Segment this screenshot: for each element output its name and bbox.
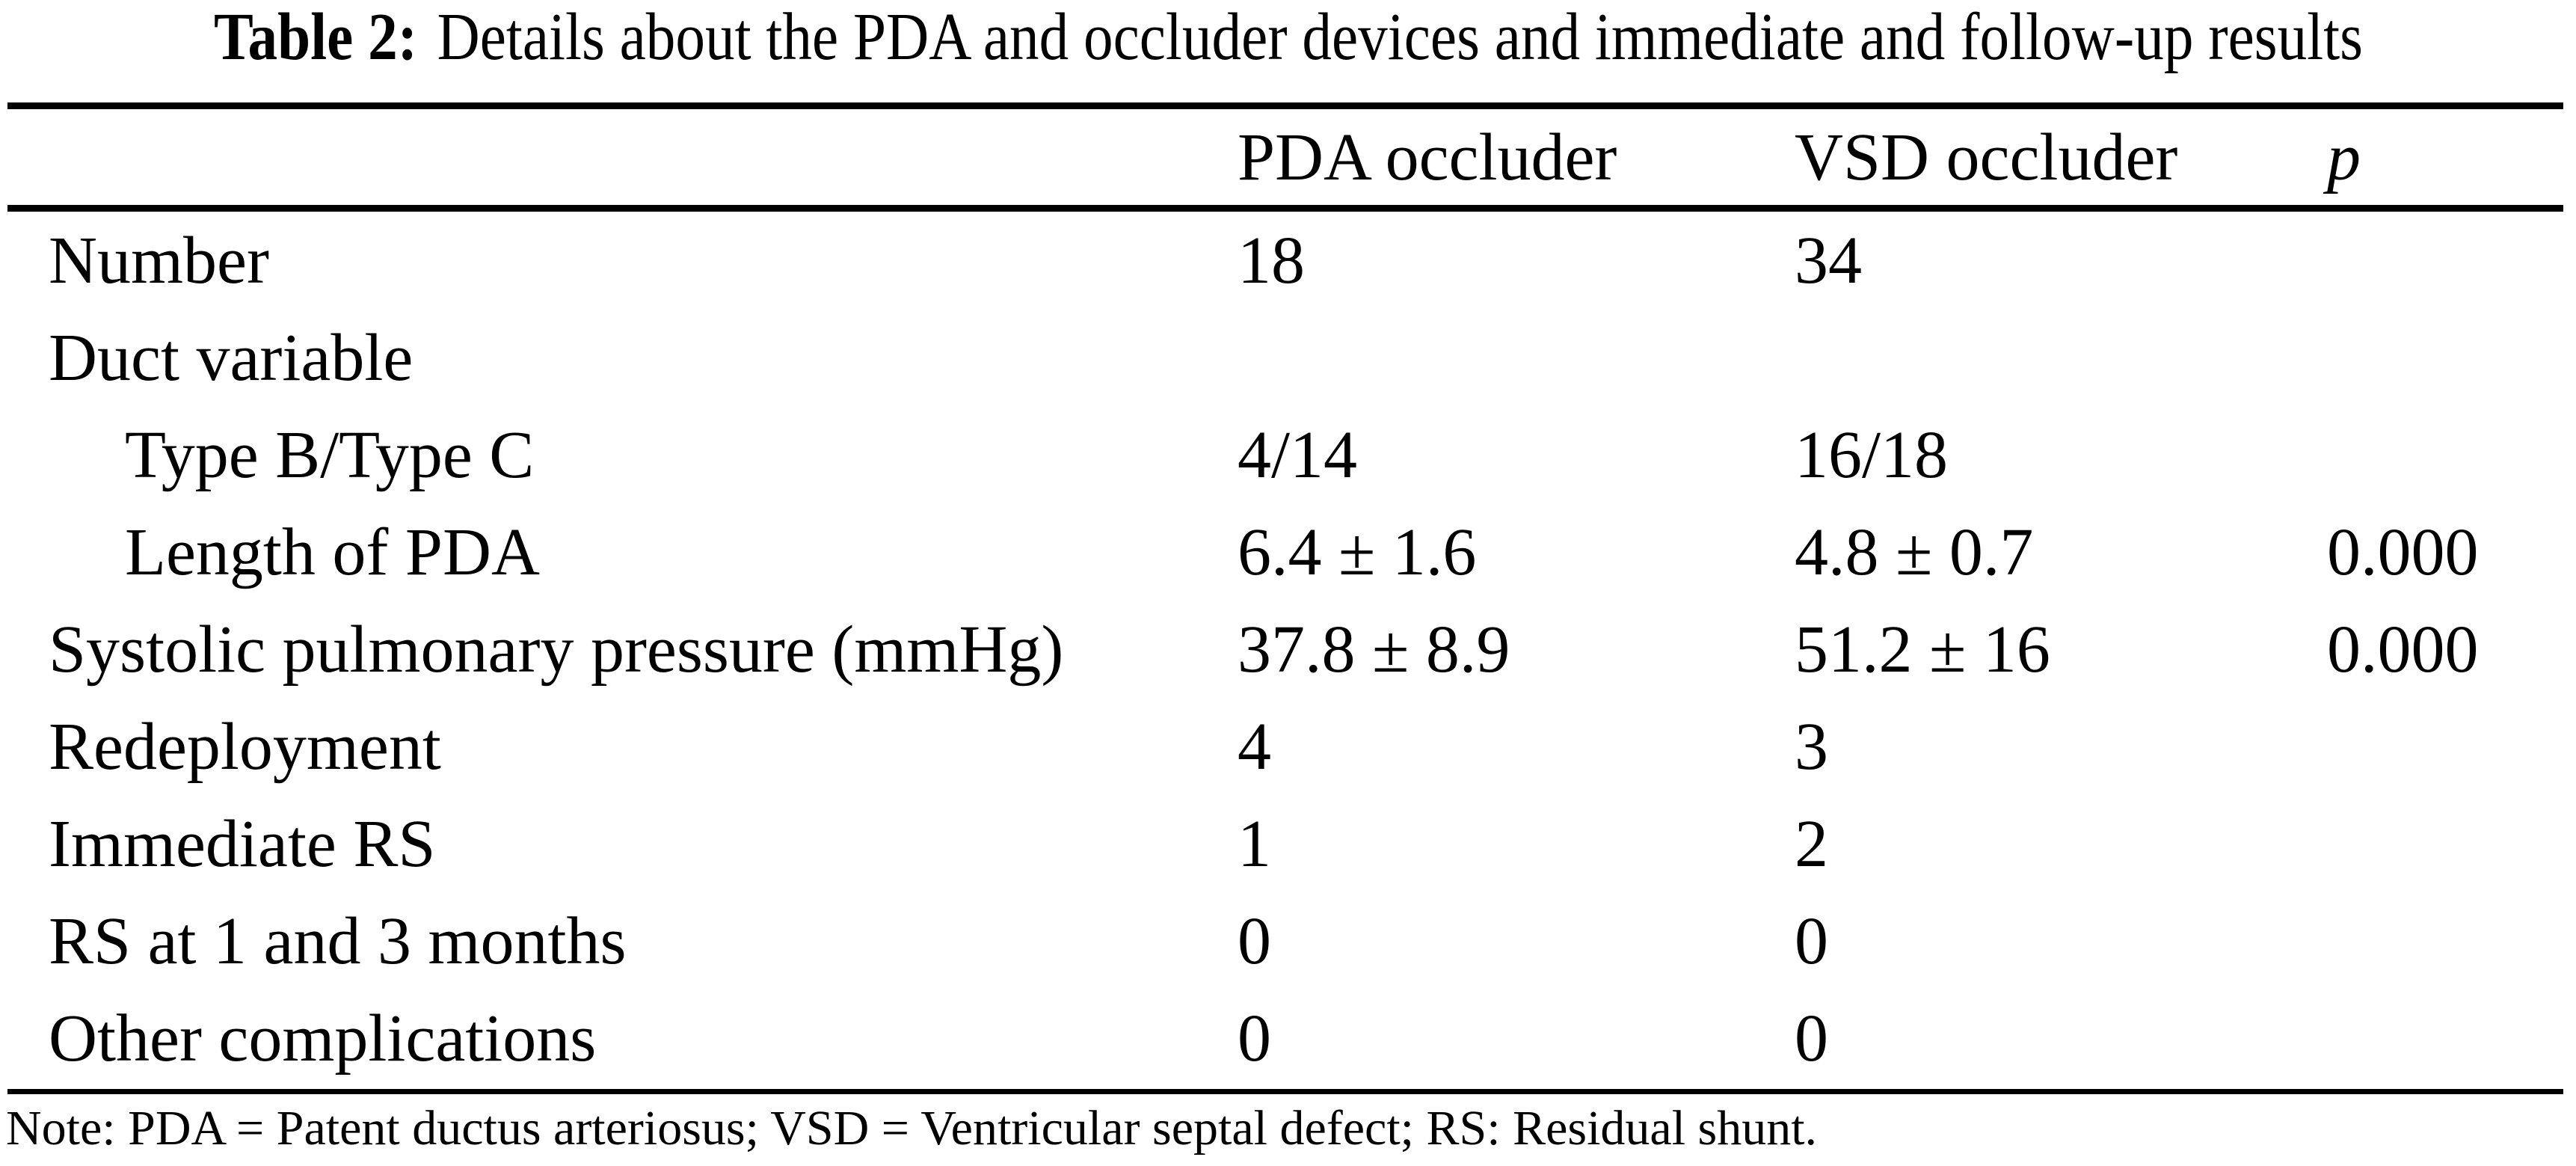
cell-vsd-occluder: 34: [1795, 224, 1862, 298]
cell-pda-occluder: 0: [1238, 904, 1271, 978]
table-caption-label: Table 2:: [213, 0, 417, 74]
table-row: Duct variable: [7, 310, 2563, 407]
cell-vsd-occluder: 4.8 ± 0.7: [1795, 515, 2034, 589]
table-row: Immediate RS 1 2: [7, 796, 2563, 893]
header-pda-occluder: PDA occluder: [1238, 120, 1617, 194]
cell-pda-occluder: 4: [1238, 710, 1271, 784]
table-row: Other complications 0 0: [7, 990, 2563, 1087]
cell-vsd-occluder: 0: [1795, 904, 1828, 978]
cell-pda-occluder: 37.8 ± 8.9: [1238, 613, 1510, 687]
table-header-row: PDA occluder VSD occluder p: [7, 109, 2563, 205]
row-label: RS at 1 and 3 months: [49, 904, 627, 978]
cell-vsd-occluder: 2: [1795, 807, 1828, 881]
cell-pda-occluder: 0: [1238, 1001, 1271, 1076]
cell-pda-occluder: 18: [1238, 224, 1305, 298]
cell-vsd-occluder: 16/18: [1795, 418, 1949, 492]
cell-vsd-occluder: 51.2 ± 16: [1795, 613, 2050, 687]
cell-pda-occluder: 6.4 ± 1.6: [1238, 515, 1477, 589]
cell-p-value: 0.000: [2327, 515, 2479, 589]
row-label: Length of PDA: [125, 515, 540, 589]
cell-p-value: 0.000: [2327, 613, 2479, 687]
table-bottom-rule: [7, 1089, 2563, 1094]
table-row: Type B/Type C 4/14 16/18: [7, 407, 2563, 504]
table-row: Systolic pulmonary pressure (mmHg) 37.8 …: [7, 601, 2563, 699]
row-label: Other complications: [49, 1001, 597, 1076]
table-note: Note: PDA = Patent ductus arteriosus; VS…: [6, 1101, 1818, 1156]
row-label: Redeployment: [49, 710, 441, 784]
header-p: p: [2327, 120, 2361, 194]
table-caption-line: Table 2: Details about the PDA and occlud…: [213, 0, 2362, 79]
table-row: Number 18 34: [7, 212, 2563, 310]
header-vsd-occluder: VSD occluder: [1795, 120, 2178, 194]
table-row: Redeployment 4 3: [7, 699, 2563, 796]
row-label: Type B/Type C: [125, 418, 535, 492]
row-label: Immediate RS: [49, 807, 436, 881]
table-top-rule: [7, 102, 2563, 109]
table-row: Length of PDA 6.4 ± 1.6 4.8 ± 0.7 0.000: [7, 504, 2563, 601]
cell-vsd-occluder: 0: [1795, 1001, 1828, 1076]
table-header-rule: [7, 205, 2563, 212]
table-row: RS at 1 and 3 months 0 0: [7, 893, 2563, 990]
cell-pda-occluder: 1: [1238, 807, 1271, 881]
cell-pda-occluder: 4/14: [1238, 418, 1358, 492]
row-label: Systolic pulmonary pressure (mmHg): [49, 613, 1064, 687]
row-label: Number: [49, 224, 269, 298]
table-caption-text: Details about the PDA and occluder devic…: [437, 0, 2363, 74]
cell-vsd-occluder: 3: [1795, 710, 1828, 784]
table-caption: Table 2: Details about the PDA and occlud…: [0, 0, 2576, 79]
row-label: Duct variable: [49, 321, 414, 395]
